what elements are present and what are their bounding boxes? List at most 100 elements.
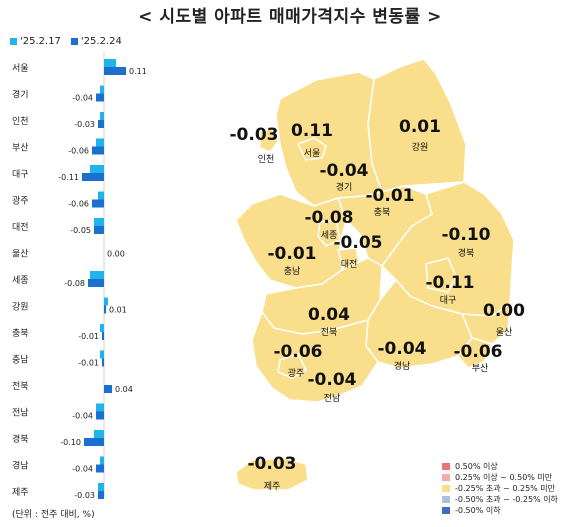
region-name: 부산: [472, 363, 489, 374]
region-value: -0.10: [442, 225, 491, 245]
region-shape-gwangju: [277, 353, 307, 379]
map-legend-label: -0.50% 초과 ~ -0.25% 이하: [455, 495, 558, 504]
bar-prev: [96, 403, 104, 412]
chart-legend: '25.2.17 '25.2.24: [10, 36, 122, 47]
region-name: 세종: [321, 230, 338, 241]
region-value: -0.06: [454, 342, 503, 362]
map-legend: 0.50% 이상 0.25% 이상 ~ 0.50% 미만 -0.25% 초과 ~ 0…: [442, 461, 558, 516]
map-legend-swatch: [442, 507, 450, 514]
region-shape-seoul: [297, 137, 327, 161]
bar-prev: [98, 483, 104, 491]
region-name: 경북: [458, 247, 475, 259]
region-value: -0.06: [274, 342, 323, 362]
region-shape-busan: [457, 337, 493, 369]
category-label: 인천: [12, 116, 29, 127]
region-name: 광주: [288, 367, 305, 379]
unit-note: (단위 : 전주 대비, %): [12, 510, 95, 520]
region-name: 서울: [304, 148, 321, 159]
category-label: 충남: [12, 355, 29, 366]
region-value: 0.04: [308, 305, 350, 325]
region-value: -0.04: [308, 370, 357, 390]
bar-chart: 서울 0.11 경기 -0.04 인천 -0.03 부산 -0.06 대구 -0.11 광주 -0.0…: [12, 52, 147, 500]
category-label: 대구: [12, 169, 29, 180]
map-legend-swatch: [442, 496, 450, 503]
category-label: 서울: [12, 63, 29, 74]
bar-curr: [104, 385, 112, 393]
bar-prev: [100, 350, 104, 359]
region-name: 충북: [374, 207, 391, 218]
map-legend-label: -0.25% 초과 ~ 0.25% 미만: [455, 484, 556, 493]
bar-prev: [100, 324, 104, 332]
bar-curr: [92, 199, 104, 208]
data-label: -0.11: [58, 173, 79, 182]
legend-item-prev: '25.2.17: [10, 36, 61, 47]
region-value: 0.00: [483, 301, 525, 321]
bar-curr: [98, 491, 104, 499]
bar-curr: [82, 173, 104, 181]
map-legend-swatch: [442, 485, 450, 492]
bar-prev: [90, 271, 104, 279]
data-label: 0.01: [109, 306, 127, 315]
category-label: 울산: [12, 249, 29, 260]
region-value: -0.05: [334, 233, 383, 253]
map-regions: [235, 58, 515, 491]
map-legend-label: 0.25% 이상 ~ 0.50% 미만: [455, 473, 553, 482]
region-value: 0.11: [291, 121, 333, 141]
region-value: -0.08: [305, 208, 354, 228]
category-label: 전남: [12, 408, 29, 419]
bar-prev: [104, 297, 108, 306]
map-legend-swatch: [442, 474, 450, 481]
region-value: -0.04: [378, 339, 427, 359]
map-legend-label: 0.50% 이상: [455, 462, 498, 471]
legend-label-prev: '25.2.17: [20, 36, 61, 47]
region-shape-jeonnam: [251, 311, 379, 403]
region-value: -0.03: [248, 454, 297, 474]
category-label: 광주: [12, 195, 29, 207]
legend-swatch-prev: [10, 38, 17, 45]
category-label: 경기: [12, 89, 29, 101]
region-value: -0.01: [268, 244, 317, 264]
category-label: 전북: [12, 381, 29, 392]
region-name: 경남: [394, 360, 411, 372]
data-label: -0.08: [64, 279, 85, 288]
bar-prev: [90, 165, 104, 173]
region-name: 제주: [264, 481, 281, 492]
data-label: -0.01: [78, 359, 99, 368]
region-shape-sejong: [317, 219, 341, 247]
region-name: 충남: [284, 266, 301, 277]
bar-curr: [96, 464, 104, 473]
bar-prev: [100, 456, 104, 465]
region-name: 인천: [258, 154, 275, 165]
map-legend-item: -0.50% 초과 ~ -0.25% 이하: [442, 494, 558, 505]
data-label: -0.06: [68, 147, 89, 156]
data-label: -0.06: [68, 200, 89, 209]
legend-swatch-curr: [70, 38, 78, 45]
bar-curr: [96, 93, 104, 102]
data-label: -0.04: [72, 465, 93, 474]
page-title: < 시도별 아파트 매매가격지수 변동률 >: [138, 7, 442, 27]
bar-curr: [92, 146, 104, 155]
region-shape-incheon: [259, 127, 279, 153]
data-label: -0.10: [60, 438, 81, 447]
bar-curr: [94, 226, 104, 234]
bar-curr: [88, 279, 104, 287]
map-legend-item: 0.50% 이상: [442, 461, 558, 472]
bar-curr: [84, 438, 104, 446]
data-label: 0.00: [107, 250, 125, 259]
bar-prev: [98, 191, 104, 200]
category-label: 대전: [12, 222, 29, 233]
map-legend-item: -0.25% 초과 ~ 0.25% 미만: [442, 483, 558, 494]
category-label: 충북: [12, 328, 29, 339]
region-name: 대전: [341, 259, 358, 270]
map-legend-label: -0.50% 이하: [455, 506, 501, 515]
legend-item-curr: '25.2.24: [70, 36, 122, 47]
legend-label-curr: '25.2.24: [80, 36, 122, 47]
region-value: -0.01: [366, 186, 415, 206]
region-name: 강원: [412, 142, 429, 153]
bar-prev: [104, 59, 116, 67]
data-label: 0.11: [129, 67, 147, 76]
region-shape-jeju: [235, 457, 309, 491]
region-name: 전남: [324, 393, 341, 404]
data-label: -0.04: [72, 94, 93, 103]
region-value: -0.03: [230, 125, 279, 145]
